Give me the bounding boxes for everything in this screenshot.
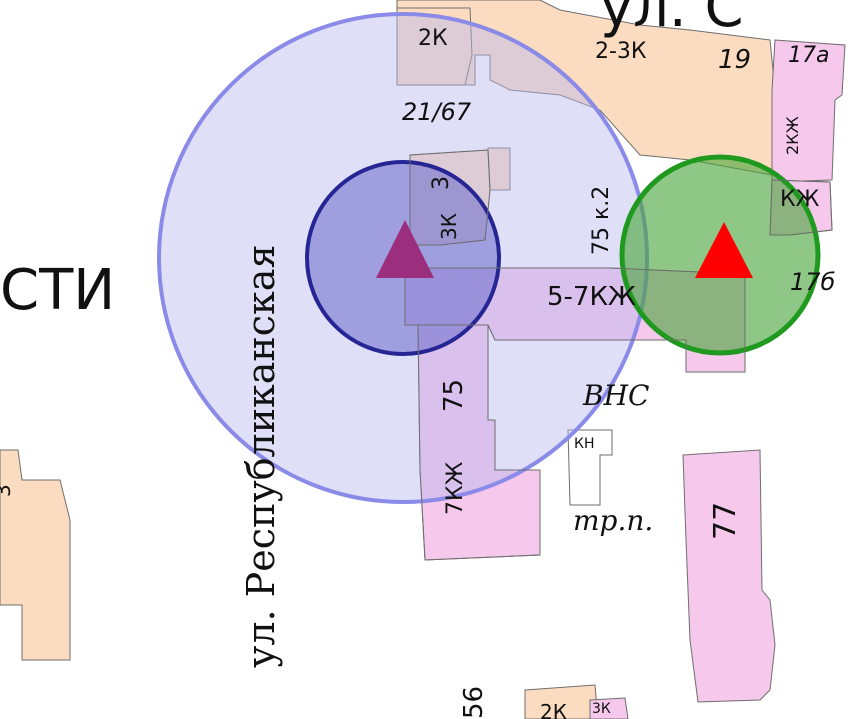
district-fragment-label: СТИ	[0, 258, 115, 323]
building-label-kn: КН	[574, 436, 594, 452]
building-label-3k: 3К	[437, 213, 461, 240]
purple-triangle-marker[interactable]	[376, 220, 434, 278]
building-77[interactable]	[682, 449, 776, 703]
building-label-77: 77	[708, 502, 743, 540]
building-2-3k[interactable]	[396, 0, 776, 176]
building-label-2kzh: 2КЖ	[783, 116, 802, 155]
building-label-7kzh: 7КЖ	[443, 461, 468, 515]
building-label-75k2: 75 к.2	[589, 186, 614, 255]
building-label-19: 19	[718, 45, 751, 75]
building-label-2-3k: 2-3К	[595, 39, 647, 64]
building-label-2k-bottom: 2К	[540, 700, 567, 719]
building-label-tpp: тр.п.	[573, 504, 653, 537]
building-label-3k-bottom: 3К	[592, 701, 611, 717]
building-label-left-edge: 3	[0, 484, 15, 497]
building-label-56: 56	[459, 686, 489, 719]
building-17a[interactable]	[771, 39, 846, 183]
building-label-vns: ВНС	[582, 379, 649, 412]
red-triangle-marker[interactable]	[695, 222, 753, 278]
building-2k-bottom[interactable]	[524, 684, 599, 719]
building-left-edge[interactable]	[0, 449, 71, 661]
street-left-label: ул. Республиканская	[239, 245, 283, 668]
building-label-kzh: КЖ	[780, 187, 820, 212]
building-label-21-67: 21/67	[402, 98, 472, 126]
building-label-3: 3	[429, 176, 454, 190]
building-kn[interactable]	[567, 429, 613, 506]
street-top-label: ул. С	[600, 0, 744, 40]
building-2k[interactable]	[396, 7, 473, 86]
building-label-17a: 17а	[788, 43, 829, 68]
building-label-2k: 2К	[418, 26, 448, 51]
building-label-17b: 17б	[790, 268, 836, 296]
building-label-75: 75	[439, 379, 469, 412]
building-3k-bottom[interactable]	[589, 697, 629, 719]
building-label-5-7kzh: 5-7КЖ	[547, 282, 636, 312]
